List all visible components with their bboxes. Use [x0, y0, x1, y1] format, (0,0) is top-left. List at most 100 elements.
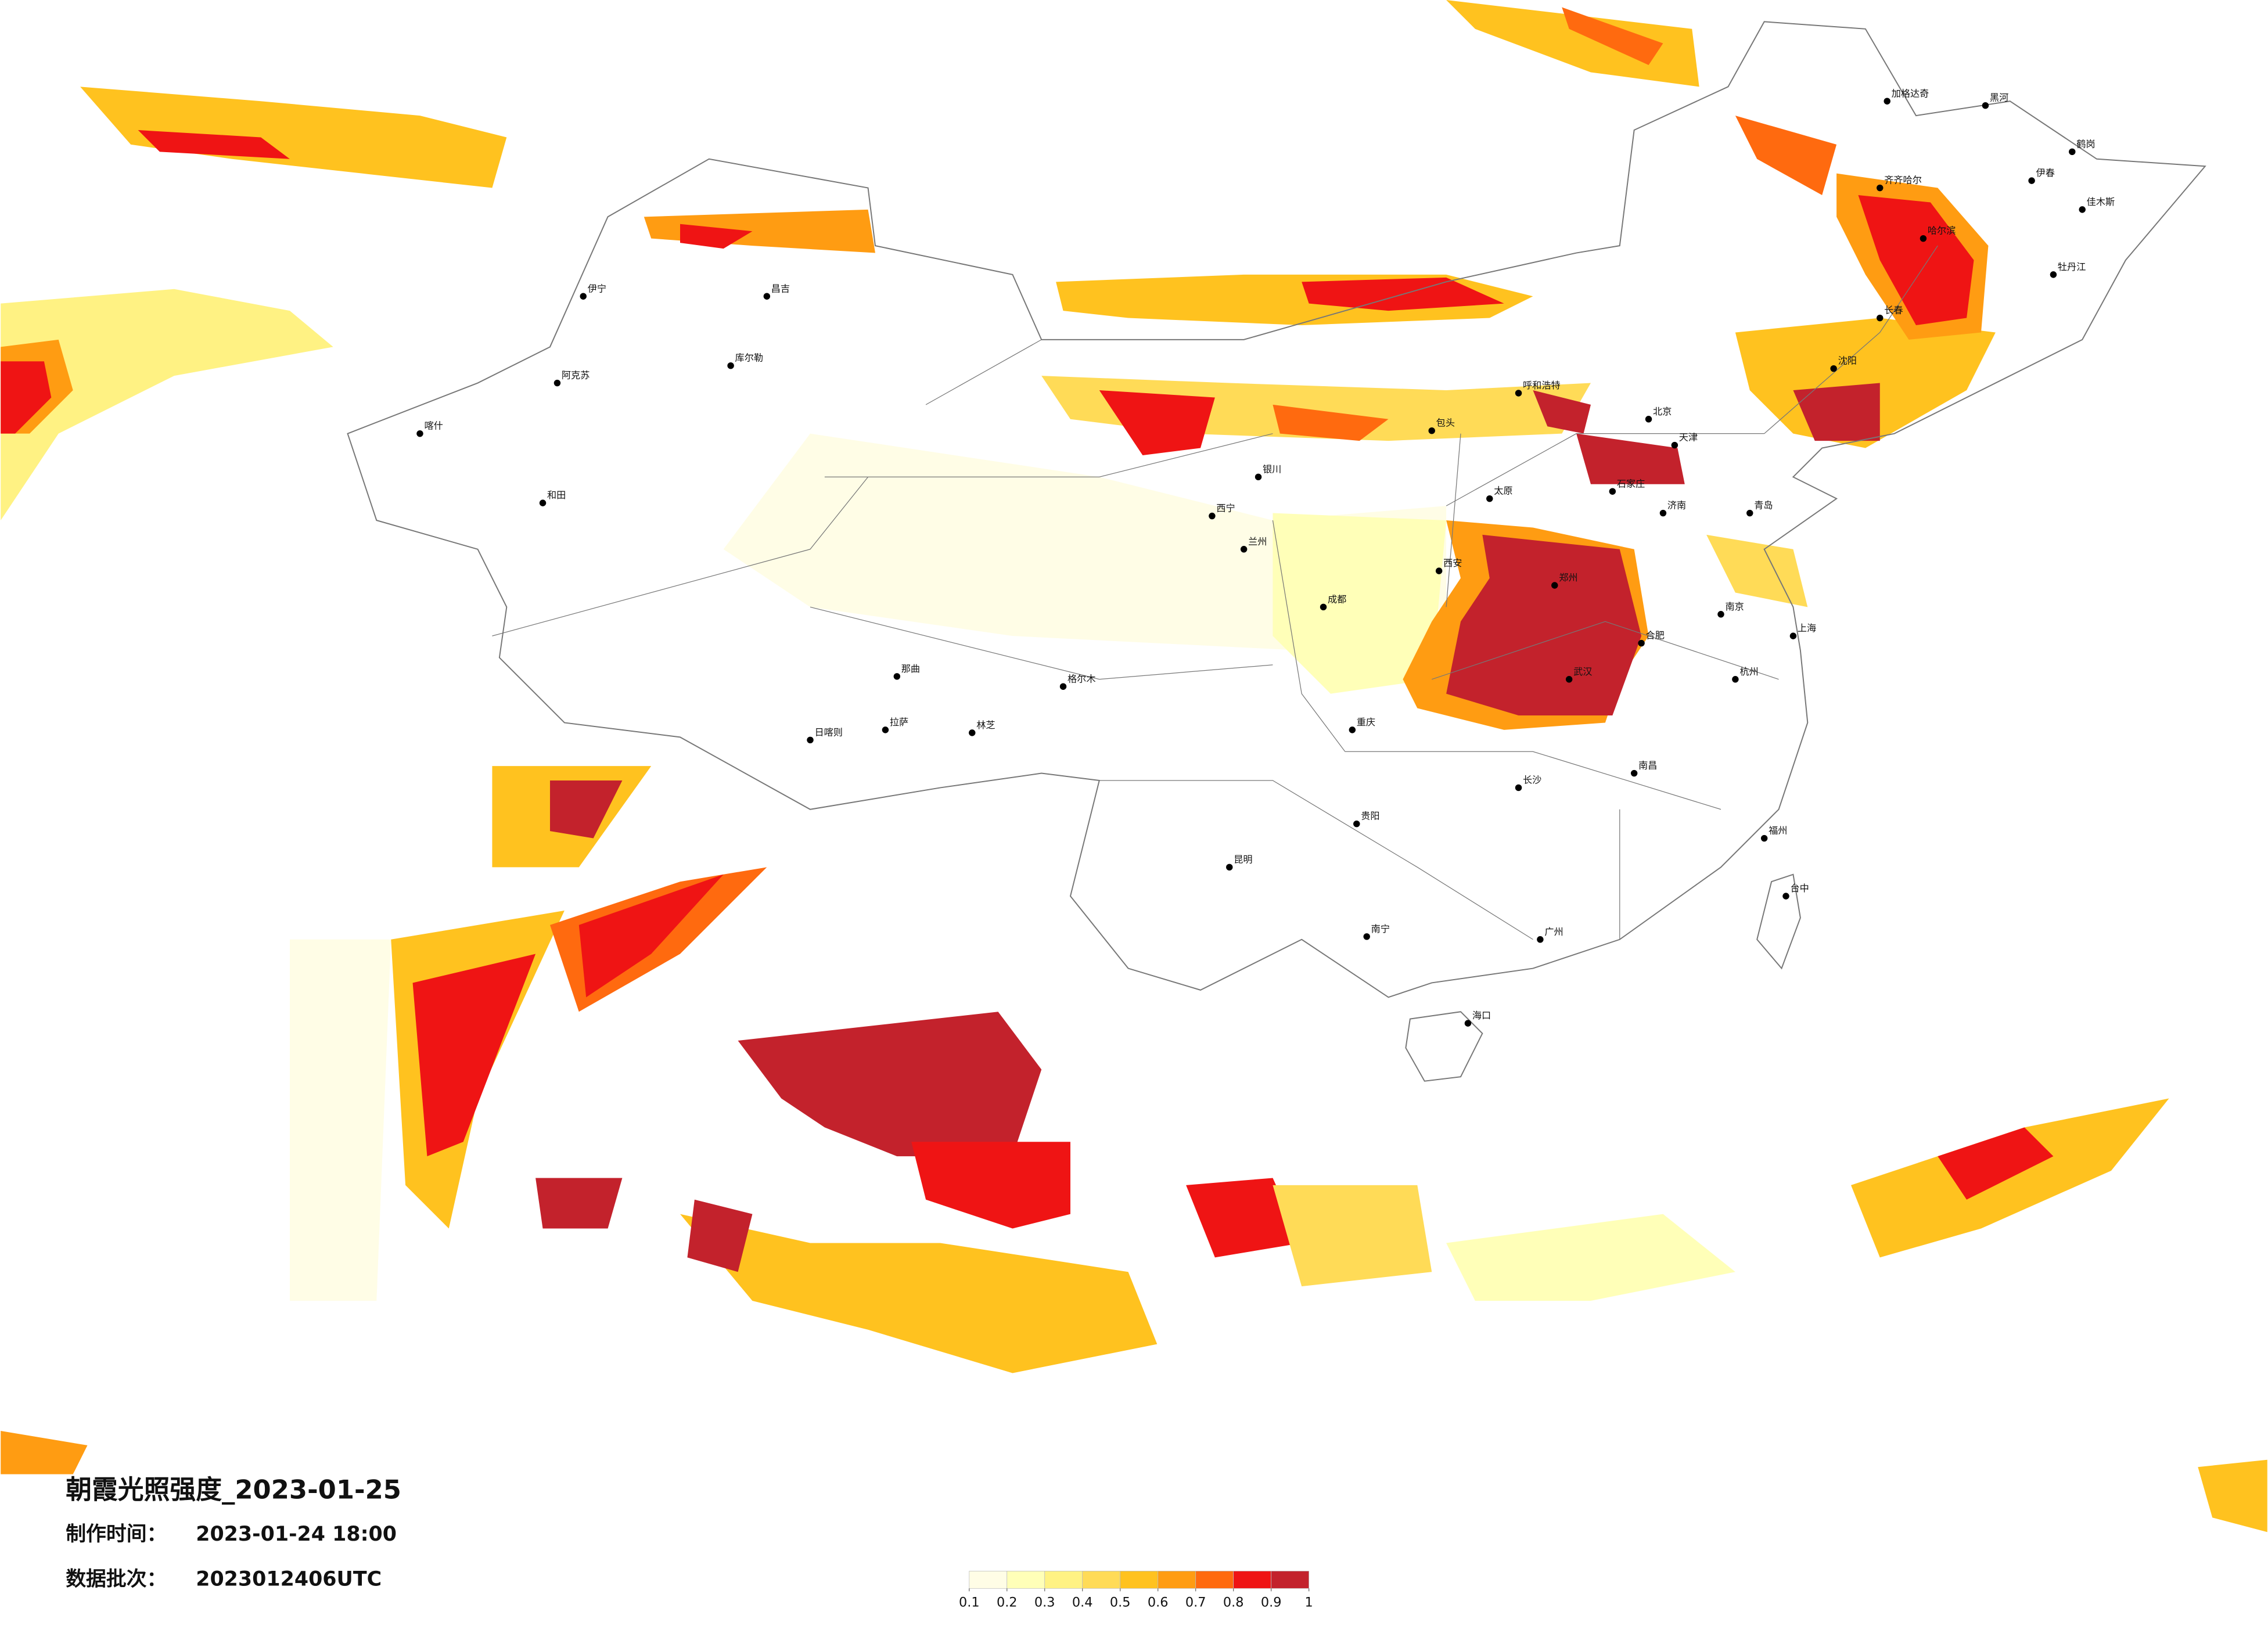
legend-tick-label: 0.9 — [1261, 1595, 1282, 1610]
intensity-patch — [1, 289, 333, 520]
city-label: 成都 — [1328, 593, 1346, 605]
city-label: 台中 — [1790, 883, 1809, 894]
intensity-patch — [578, 874, 724, 998]
city-label: 齐齐哈尔 — [1884, 175, 1922, 186]
intensity-patch — [80, 87, 507, 188]
map-title: 朝霞光照强度_2023-01-25 — [66, 1474, 401, 1505]
city-label: 武汉 — [1573, 666, 1592, 677]
city-label: 昌吉 — [771, 283, 790, 294]
city-label: 南昌 — [1638, 760, 1657, 771]
intensity-patch — [687, 1199, 753, 1272]
city-label: 杭州 — [1739, 666, 1758, 677]
city-dot — [2050, 271, 2057, 278]
city-label: 上海 — [1798, 623, 1816, 634]
city-label: 阿克苏 — [562, 370, 590, 381]
city-label: 合肥 — [1646, 630, 1665, 641]
city-dot — [1537, 936, 1544, 943]
intensity-patch — [1446, 0, 1699, 87]
legend-tick-label: 0.7 — [1185, 1595, 1206, 1610]
intensity-patch — [1, 1431, 88, 1474]
intensity-patch — [1273, 1185, 1432, 1287]
legend-swatch — [1233, 1571, 1272, 1589]
city-dot — [1565, 676, 1573, 683]
legend-swatch — [1195, 1571, 1234, 1589]
city-dot — [1255, 473, 1262, 481]
legend-tick-label: 0.8 — [1223, 1595, 1244, 1610]
city-dot — [1877, 314, 1884, 322]
city-dot — [1515, 390, 1522, 397]
city-dot — [1659, 509, 1667, 517]
city-label: 北京 — [1653, 406, 1672, 417]
city-dot — [969, 729, 976, 736]
city-label: 兰州 — [1248, 536, 1267, 547]
legend-swatch — [1082, 1571, 1121, 1589]
city-label: 广州 — [1544, 926, 1563, 937]
city-dot — [1746, 509, 1753, 517]
city-label: 日喀则 — [814, 726, 842, 738]
city-dot — [2079, 206, 2086, 213]
city-label: 南京 — [1725, 601, 1744, 612]
city-dot — [1515, 784, 1522, 792]
intensity-patch — [738, 1012, 1042, 1157]
intensity-patch — [1735, 318, 1996, 448]
city-dot — [727, 362, 734, 369]
city-label: 西宁 — [1216, 503, 1235, 514]
city-dot — [1732, 676, 1739, 683]
city-label: 海口 — [1472, 1010, 1491, 1021]
city-dot — [1782, 893, 1789, 900]
city-dot — [1877, 184, 1884, 192]
city-dot — [553, 379, 561, 387]
city-label: 包头 — [1436, 418, 1455, 429]
intensity-patch — [1186, 1178, 1302, 1258]
city-dot — [2028, 177, 2035, 184]
made-time-label: 制作时间： — [66, 1523, 167, 1546]
city-dot — [1609, 488, 1616, 495]
city-dot — [1884, 98, 1890, 105]
city-label: 格尔木 — [1067, 673, 1095, 684]
city-dot — [1464, 1020, 1472, 1027]
city-label: 加格达奇 — [1892, 88, 1929, 99]
intensity-patch — [1446, 534, 1642, 715]
legend-tick-label: 0.2 — [997, 1595, 1018, 1610]
city-label: 昆明 — [1234, 854, 1252, 865]
legend-tick-label: 1 — [1305, 1595, 1313, 1610]
intensity-patch — [138, 130, 290, 159]
city-label: 和田 — [547, 490, 566, 501]
city-dot — [763, 293, 771, 300]
city-label: 鹤岗 — [2076, 138, 2095, 149]
intensity-patch — [680, 224, 753, 249]
city-dot — [1638, 639, 1645, 647]
legend-swatch — [1271, 1571, 1310, 1589]
intensity-patch — [1576, 433, 1685, 484]
city-dot — [1982, 102, 1989, 109]
legend-swatch — [969, 1571, 1008, 1589]
batch-value: 2023012406UTC — [196, 1567, 382, 1591]
legend-tick-label: 0.4 — [1072, 1595, 1093, 1610]
city-label: 长春 — [1884, 305, 1903, 316]
legend-swatch — [1007, 1571, 1045, 1589]
intensity-patch — [289, 939, 391, 1301]
city-label: 伊宁 — [588, 283, 606, 294]
legend: 0.1 0.2 0.3 0.4 0.5 0.6 0.7 0.8 0.9 1 — [959, 1571, 1313, 1610]
made-time-value: 2023-01-24 18:00 — [196, 1523, 397, 1546]
legend-swatch — [1158, 1571, 1196, 1589]
intensity-patch — [1562, 7, 1663, 66]
city-dot — [1349, 726, 1356, 733]
city-label: 西安 — [1443, 557, 1462, 569]
legend-tick-label: 0.3 — [1034, 1595, 1055, 1610]
intensity-patch — [1938, 1127, 2054, 1200]
city-label: 重庆 — [1357, 717, 1375, 728]
intensity-patch — [1533, 390, 1591, 434]
city-label: 佳木斯 — [2087, 196, 2115, 207]
city-dot — [882, 726, 889, 733]
city-label: 拉萨 — [890, 717, 908, 728]
city-label: 银川 — [1263, 463, 1281, 474]
intensity-patch — [911, 1142, 1070, 1229]
city-dot — [1363, 933, 1370, 940]
city-label: 郑州 — [1559, 572, 1577, 583]
city-label: 青岛 — [1754, 500, 1773, 511]
city-label: 牡丹江 — [2058, 261, 2086, 272]
intensity-patch — [1273, 513, 1447, 694]
